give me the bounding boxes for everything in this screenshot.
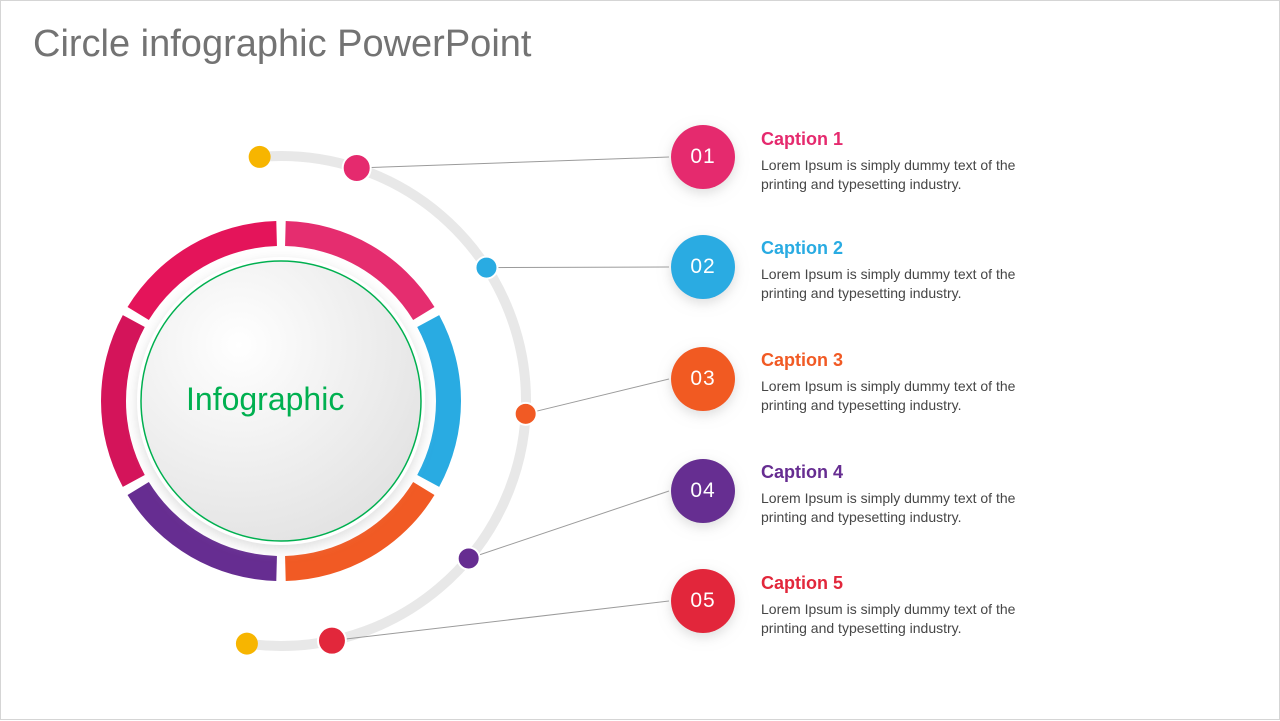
orbit-end-dot [236, 633, 258, 655]
caption-title: Caption 2 [761, 238, 1051, 259]
number-label: 01 [690, 145, 715, 169]
caption-title: Caption 1 [761, 129, 1051, 150]
caption-body: Lorem Ipsum is simply dummy text of the … [761, 377, 1051, 415]
orbit-end-dot [249, 146, 271, 168]
number-label: 04 [690, 479, 715, 503]
caption-item: Caption 2 Lorem Ipsum is simply dummy tex… [761, 238, 1051, 303]
caption-body: Lorem Ipsum is simply dummy text of the … [761, 600, 1051, 638]
caption-body: Lorem Ipsum is simply dummy text of the … [761, 265, 1051, 303]
caption-item: Caption 4 Lorem Ipsum is simply dummy tex… [761, 462, 1051, 527]
connector-line [486, 267, 669, 268]
orbit-dot [458, 547, 480, 569]
orbit-dot [475, 257, 497, 279]
connector-line [526, 379, 669, 414]
caption-title: Caption 5 [761, 573, 1051, 594]
connector-line [469, 491, 669, 558]
center-label: Infographic [186, 381, 344, 418]
connector-line [357, 157, 669, 168]
caption-body: Lorem Ipsum is simply dummy text of the … [761, 156, 1051, 194]
caption-item: Caption 1 Lorem Ipsum is simply dummy tex… [761, 129, 1051, 194]
caption-title: Caption 3 [761, 350, 1051, 371]
caption-item: Caption 5 Lorem Ipsum is simply dummy tex… [761, 573, 1051, 638]
orbit-dot [515, 403, 537, 425]
infographic-canvas [1, 1, 1279, 719]
orbit-dot [343, 154, 371, 182]
number-label: 05 [690, 589, 715, 613]
number-label: 03 [690, 367, 715, 391]
caption-body: Lorem Ipsum is simply dummy text of the … [761, 489, 1051, 527]
caption-title: Caption 4 [761, 462, 1051, 483]
caption-item: Caption 3 Lorem Ipsum is simply dummy tex… [761, 350, 1051, 415]
number-label: 02 [690, 255, 715, 279]
orbit-dot [318, 627, 346, 655]
circle-diagram-svg [1, 1, 1280, 721]
